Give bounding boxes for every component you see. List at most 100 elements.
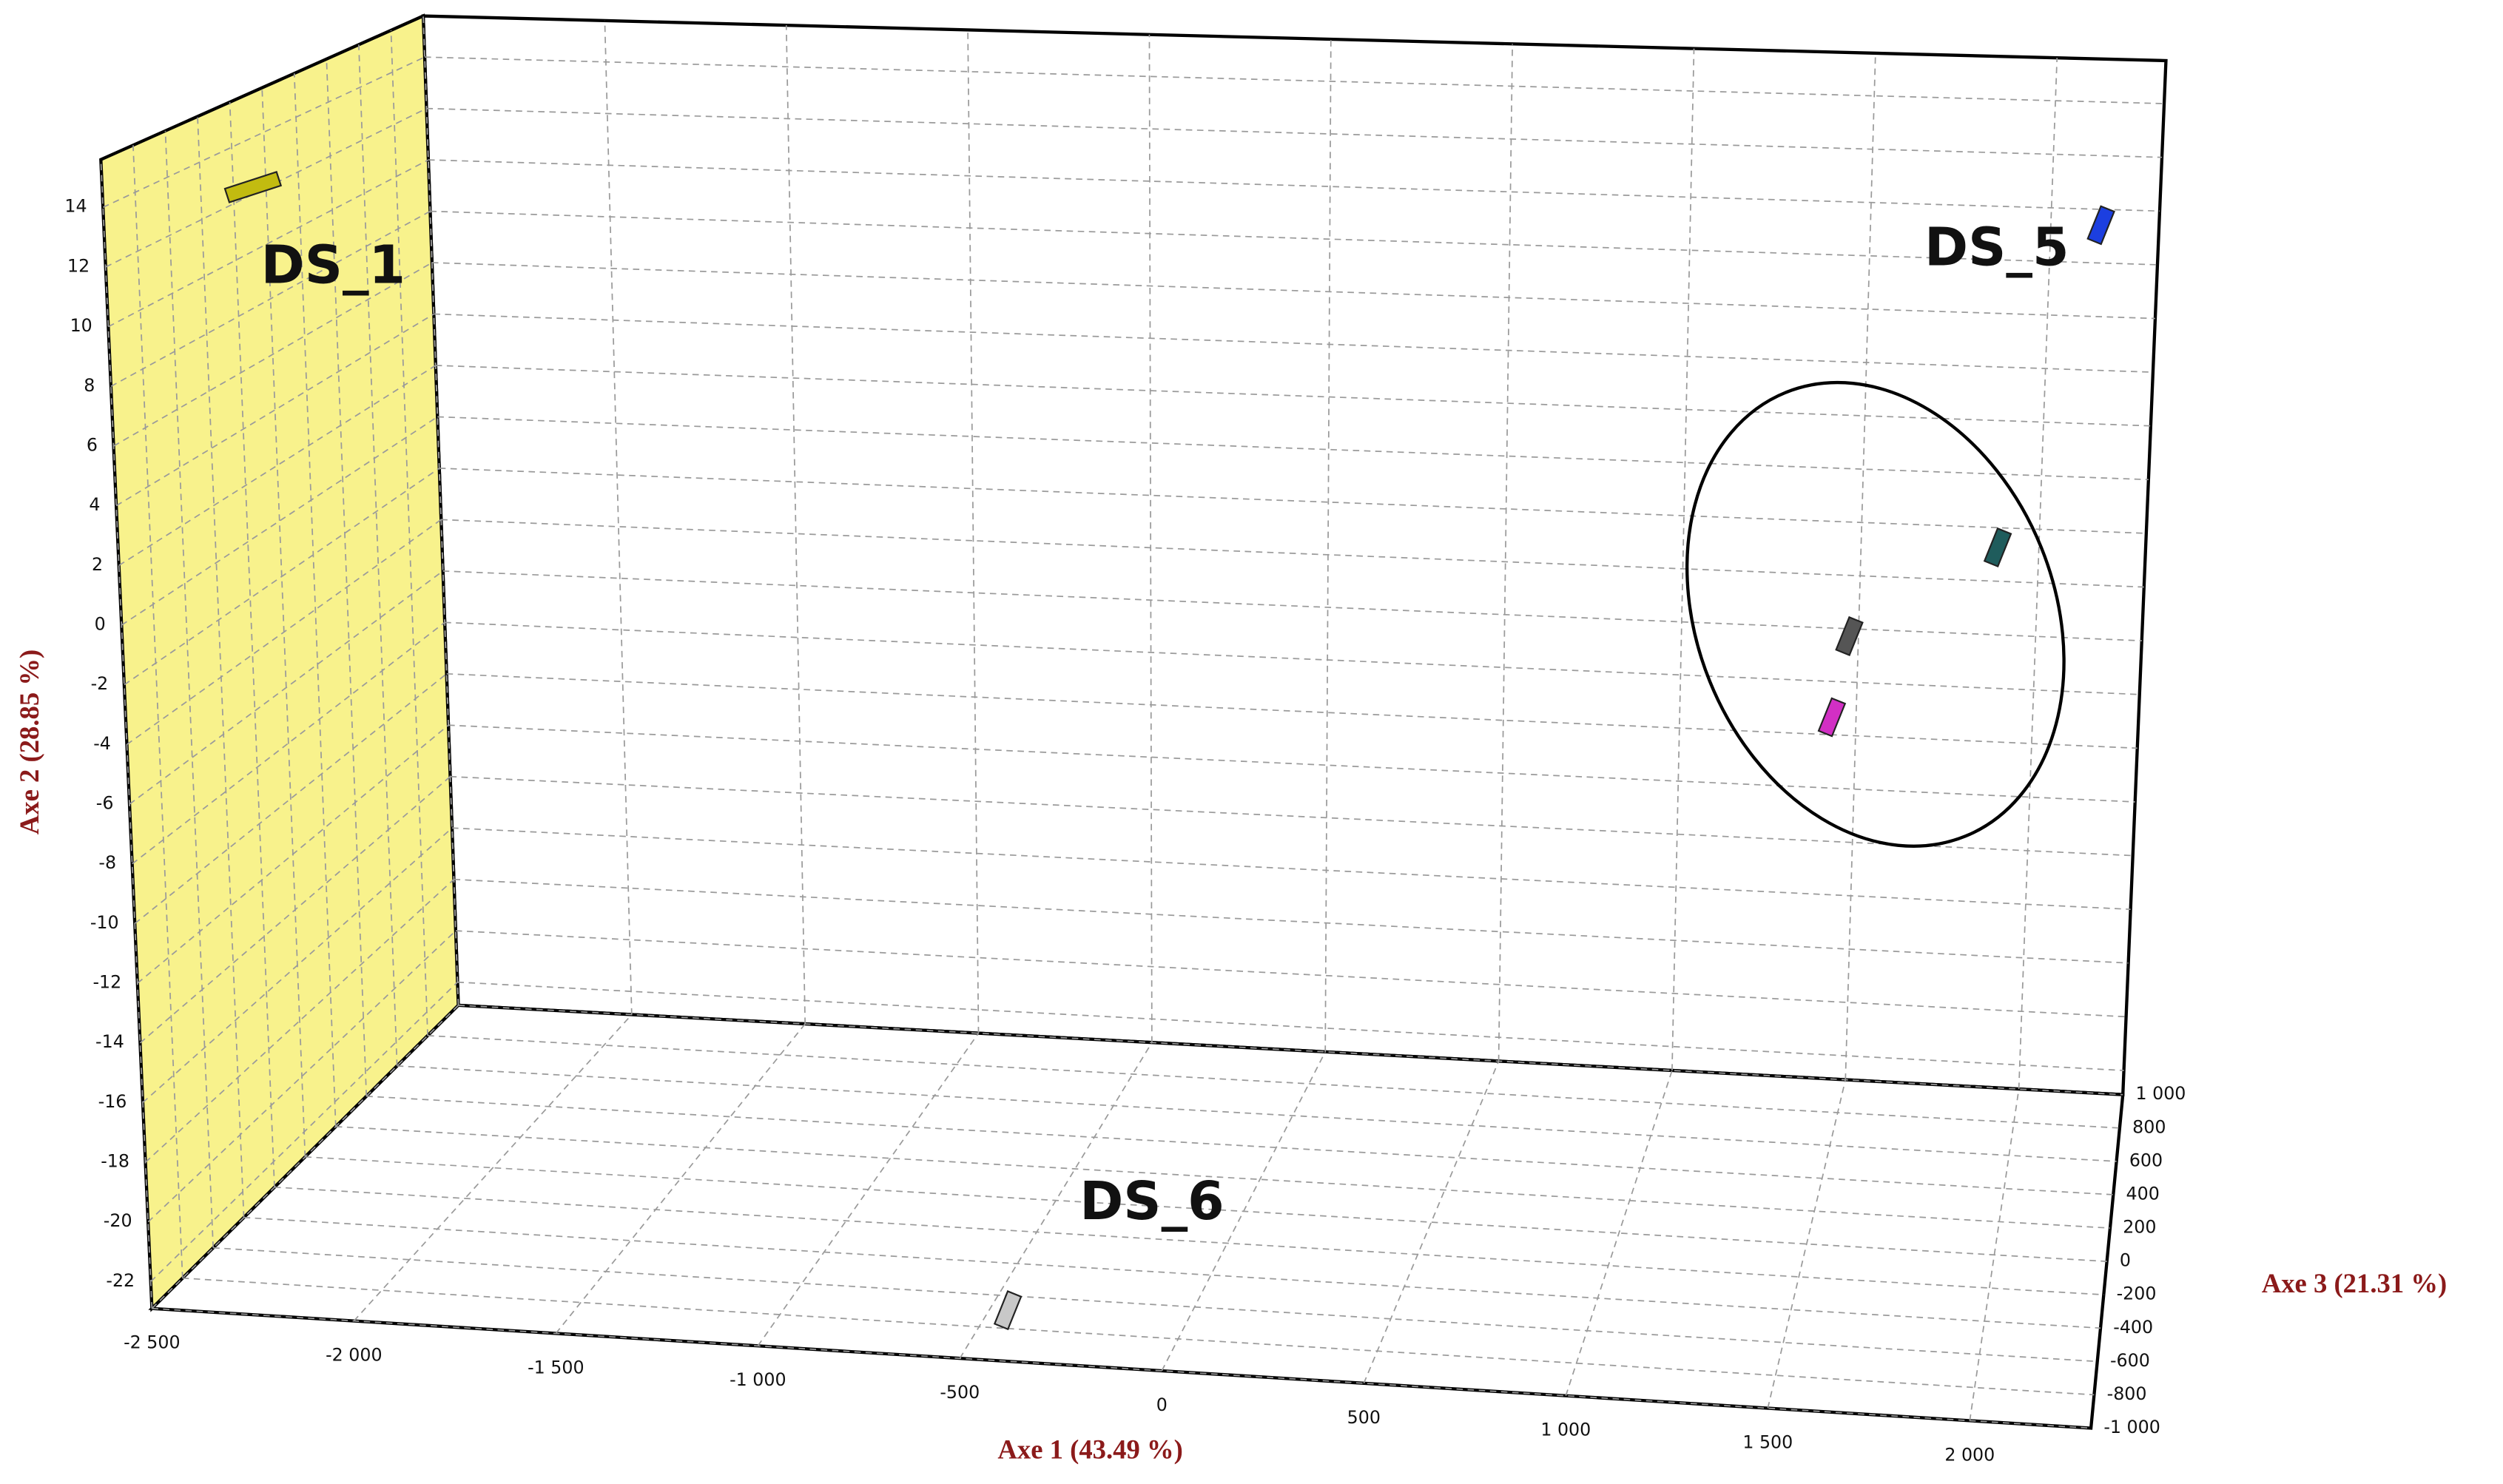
y-tick-label: -10 [90, 912, 119, 933]
grid-line [428, 1035, 2120, 1129]
x-tick-label: -500 [940, 1382, 980, 1403]
x-tick-label: -1 500 [528, 1357, 584, 1377]
y-tick-label: 8 [84, 375, 95, 396]
point-body [2086, 205, 2115, 246]
y-tick-label: 4 [89, 494, 100, 515]
grid-line [604, 20, 633, 1015]
point-body [993, 1290, 1023, 1331]
y-tick-label: 6 [87, 434, 98, 455]
point-body [1817, 697, 1847, 738]
grid-line [102, 56, 425, 209]
grid-line [366, 1095, 2114, 1195]
grid-line [293, 73, 337, 1127]
y-tick-label: 14 [64, 196, 87, 217]
grid-line [458, 1005, 2123, 1096]
z-tick-label: 600 [2129, 1150, 2163, 1170]
y-tick-label: -20 [104, 1210, 132, 1231]
x-tick-label: 0 [1156, 1394, 1168, 1415]
back-wall [421, 14, 2168, 1096]
y-tick-label: -12 [92, 972, 121, 993]
grid-line [397, 1065, 2117, 1162]
point [223, 171, 283, 203]
point [2086, 205, 2115, 246]
grid-line [422, 16, 459, 1005]
grid-line [1148, 34, 1153, 1043]
grid-line [107, 159, 429, 328]
grid-line [243, 1216, 2101, 1329]
z-tick-label: 1 000 [2135, 1083, 2186, 1104]
y-tick-label: 10 [70, 315, 92, 336]
y-axis-title: Axe 2 (28.85 %) [14, 650, 44, 834]
y-tick-label: -16 [98, 1091, 127, 1112]
grid-line [428, 159, 2160, 212]
grid-line [430, 210, 2157, 266]
data-label: DS_6 [1079, 1170, 1224, 1232]
grid-line [1767, 1079, 1847, 1409]
grid-line [441, 519, 2144, 588]
grid-line [1363, 1061, 1500, 1384]
grid-line [132, 621, 445, 865]
grid-line [2018, 58, 2058, 1090]
x-tick-label: 1 000 [1540, 1420, 1591, 1440]
grid-line [213, 1247, 2098, 1363]
point [1817, 697, 1847, 738]
grid-line [197, 116, 245, 1218]
marks [223, 171, 2115, 1331]
grid-line [434, 313, 2153, 373]
y-tick-label: 0 [95, 613, 106, 634]
z-tick-label: -800 [2107, 1383, 2147, 1404]
grid-line [426, 107, 2163, 158]
grid-line [147, 930, 457, 1223]
grid-line [1565, 1070, 1673, 1396]
grid-line [450, 775, 2133, 857]
grid-line [326, 58, 368, 1096]
grid-line [442, 570, 2142, 642]
grid-line [164, 130, 215, 1248]
z-tick-label: -600 [2110, 1350, 2150, 1371]
grid-line [1324, 39, 1332, 1052]
point [1835, 615, 1864, 656]
grid-line [431, 262, 2155, 320]
grid-line [144, 879, 455, 1163]
y-tick-label: 12 [67, 255, 90, 276]
grid-line [353, 1013, 633, 1322]
cluster-ellipse [1685, 380, 2066, 848]
point-body [1835, 615, 1864, 656]
point [1983, 527, 2012, 568]
grid-line [358, 44, 398, 1066]
grid-line [451, 827, 2131, 911]
grid-line [435, 365, 2151, 427]
x-tick-label: -2 000 [326, 1345, 382, 1366]
z-tick-label: 400 [2126, 1183, 2160, 1204]
point [993, 1290, 1023, 1331]
z-tick-label: 0 [2120, 1250, 2131, 1271]
grid-line [454, 878, 2129, 964]
grid-line [100, 159, 153, 1309]
grid-line [115, 313, 434, 507]
grid-line [457, 981, 2124, 1071]
grid-line [229, 102, 275, 1187]
y-tick-label: -4 [93, 733, 111, 754]
z-tick-label: 200 [2123, 1217, 2156, 1238]
grid-line [437, 416, 2149, 481]
grid-line [110, 210, 431, 388]
grid-line [1671, 48, 1695, 1070]
grid-line [113, 262, 433, 447]
grid-line [390, 30, 428, 1036]
x-tick-label: 2 000 [1944, 1444, 1995, 1465]
point-body [1983, 527, 2012, 568]
grid-line [439, 468, 2146, 534]
data-label: DS_1 [261, 234, 405, 295]
data-label: DS_5 [1924, 216, 2069, 277]
z-tick-label: -200 [2117, 1284, 2157, 1304]
grid-line [785, 25, 806, 1025]
x-tick-label: 500 [1347, 1407, 1381, 1428]
grid-line [446, 672, 2138, 749]
z-tick-label: -400 [2113, 1317, 2153, 1338]
grid-line [1845, 53, 1876, 1080]
walls [99, 13, 2168, 1430]
grid-line [445, 621, 2140, 695]
x-tick-label: -2 500 [124, 1332, 180, 1353]
